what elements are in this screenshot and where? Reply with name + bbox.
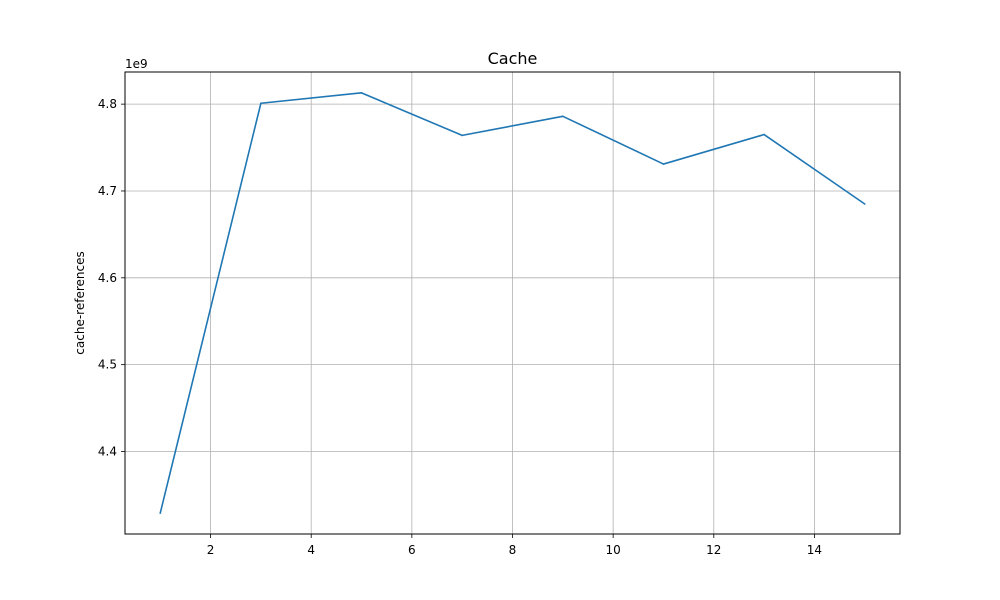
y-axis-offset-label: 1e9 — [125, 57, 148, 71]
y-axis-label: cache-references — [73, 251, 87, 354]
y-tick-label: 4.8 — [98, 97, 117, 111]
chart-title: Cache — [488, 49, 538, 68]
y-tick-label: 4.4 — [98, 445, 117, 459]
data-point — [662, 163, 665, 165]
y-tick-label: 4.7 — [98, 184, 117, 198]
x-tick-label: 2 — [207, 543, 215, 557]
x-tick-label: 8 — [509, 543, 517, 557]
grid — [125, 72, 900, 534]
data-point — [562, 115, 564, 118]
x-tick-label: 4 — [307, 543, 315, 557]
data-point — [863, 203, 866, 205]
data-point — [159, 512, 162, 514]
axis-ticks: 2 4 6 8 10 12 14 4.4 4.5 4.6 4.7 4.8 — [98, 97, 822, 557]
x-tick-label: 10 — [606, 543, 621, 557]
series-line — [159, 92, 866, 514]
data-point — [461, 134, 463, 137]
series-layer — [159, 92, 866, 514]
x-tick-label: 14 — [807, 543, 822, 557]
x-tick-label: 12 — [706, 543, 721, 557]
plot-frame — [124, 71, 901, 535]
data-point — [360, 92, 363, 94]
y-tick-label: 4.5 — [98, 358, 117, 372]
data-point — [260, 102, 262, 105]
y-tick-label: 4.6 — [98, 271, 117, 285]
x-tick-label: 6 — [408, 543, 416, 557]
data-point — [763, 133, 765, 136]
